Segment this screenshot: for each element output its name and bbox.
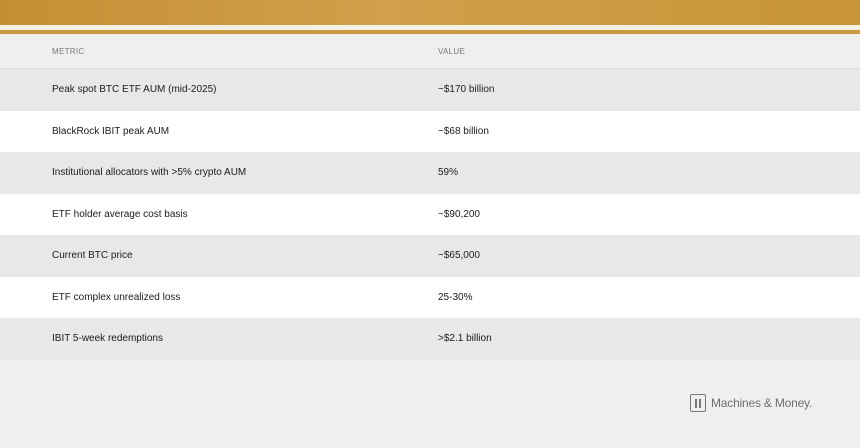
- metric-cell: Current BTC price: [52, 250, 133, 262]
- brand-name: Machines & Money.: [711, 396, 813, 410]
- table-row: Current BTC price ~$65,000: [0, 235, 860, 277]
- table-row: IBIT 5-week redemptions >$2.1 billion: [0, 318, 860, 360]
- value-cell: 25-30%: [438, 291, 473, 303]
- value-cell: ~$68 billion: [438, 125, 489, 137]
- value-cell: >$2.1 billion: [438, 333, 492, 345]
- metric-cell: Peak spot BTC ETF AUM (mid-2025): [52, 84, 217, 96]
- value-cell: ~$170 billion: [438, 84, 495, 96]
- brand-footer: Machines & Money.: [690, 394, 812, 412]
- table-row: Institutional allocators with >5% crypto…: [0, 152, 860, 194]
- table-row: ETF holder average cost basis ~$90,200: [0, 193, 860, 235]
- table-header: METRIC VALUE: [0, 34, 860, 69]
- machines-money-logo-icon: [690, 394, 706, 412]
- table-row: ETF complex unrealized loss 25-30%: [0, 276, 860, 318]
- metric-cell: IBIT 5-week redemptions: [52, 333, 163, 345]
- table-row: BlackRock IBIT peak AUM ~$68 billion: [0, 110, 860, 152]
- metric-cell: BlackRock IBIT peak AUM: [52, 125, 170, 137]
- top-accent-gap: [0, 25, 860, 30]
- value-cell: 59%: [438, 167, 459, 179]
- metric-cell: ETF holder average cost basis: [52, 208, 188, 220]
- metric-cell: ETF complex unrealized loss: [52, 291, 181, 303]
- metrics-table: METRIC VALUE Peak spot BTC ETF AUM (mid-…: [0, 34, 860, 360]
- value-cell: ~$90,200: [438, 208, 480, 220]
- top-accent-rule: [0, 30, 860, 34]
- table-row: Peak spot BTC ETF AUM (mid-2025) ~$170 b…: [0, 69, 860, 111]
- value-cell: ~$65,000: [438, 250, 480, 262]
- header-metric: METRIC: [52, 46, 85, 56]
- header-value: VALUE: [438, 46, 466, 56]
- top-accent-band: [0, 0, 860, 25]
- metric-cell: Institutional allocators with >5% crypto…: [52, 167, 247, 179]
